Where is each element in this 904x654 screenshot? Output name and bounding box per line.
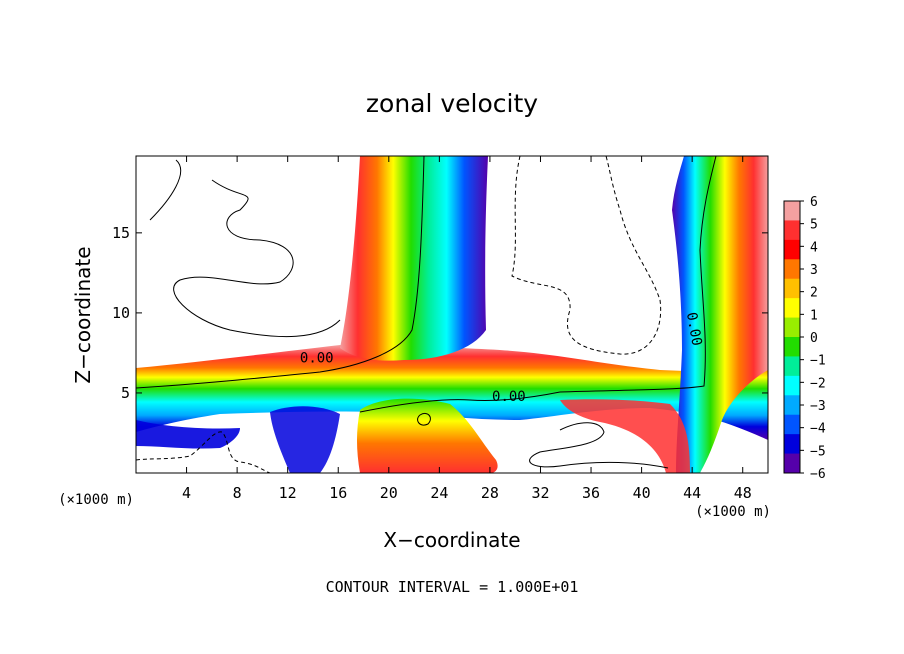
y-axis: 5 10 15	[112, 224, 768, 402]
colorbar-label: 4	[810, 240, 818, 255]
colorbar-label: 2	[810, 286, 818, 301]
contour-labels: 0.00 0.00 0.00	[300, 311, 705, 405]
colorbar-swatch	[784, 278, 800, 299]
contour-line-zero-2	[359, 156, 717, 413]
colorbar-swatch	[784, 453, 800, 474]
colorbar-swatch	[784, 201, 800, 221]
contour-lines-dashed	[136, 156, 662, 473]
colorbar-swatch	[784, 259, 800, 280]
contour-line-dashed-lower	[136, 431, 271, 473]
x-tick-label: 8	[233, 484, 242, 502]
x-tick-label: 24	[430, 484, 448, 502]
field-right-lower-blob	[560, 399, 690, 473]
colorbar-label: −1	[810, 354, 826, 369]
contour-lines	[136, 156, 717, 469]
field-lower-left-blob	[270, 406, 340, 473]
contour-line-dashed-top	[511, 156, 662, 355]
x-axis-label: X−coordinate	[383, 528, 520, 552]
contour-line-zero-1	[136, 156, 425, 389]
y-tick-label: 10	[112, 304, 130, 322]
x-tick-label: 44	[683, 484, 701, 502]
colorbar-label: 3	[810, 263, 818, 278]
colorbar-swatch	[784, 317, 800, 338]
colorbar-swatch	[784, 239, 800, 260]
contour-label: 0.00	[300, 351, 334, 367]
colorbar-swatch	[784, 298, 800, 319]
colorbar-swatch	[784, 375, 800, 396]
contour-label: 0.00	[683, 311, 705, 347]
y-units-label: (×1000 m)	[58, 492, 134, 508]
x-tick-label: 20	[380, 484, 398, 502]
colorbar-label: −4	[810, 422, 826, 437]
colorbar: 6 5 4 3 2 1 0 −1 −2 −3 −4 −5 −6	[783, 195, 826, 482]
colorbar-label: −3	[810, 399, 826, 414]
x-tick-label: 4	[182, 484, 191, 502]
x-tick-label: 16	[329, 484, 347, 502]
field-left-edge-band	[136, 420, 240, 449]
contour-label: 0.00	[492, 389, 526, 405]
y-axis-label: Z−coordinate	[71, 246, 95, 383]
field-right-column	[672, 156, 768, 473]
colorbar-swatch	[784, 356, 800, 377]
y-tick-label: 5	[121, 384, 130, 402]
x-units-label: (×1000 m)	[695, 504, 771, 520]
x-tick-label: 32	[531, 484, 549, 502]
colorbar-label: 6	[810, 195, 818, 210]
colorbar-swatch	[784, 337, 800, 357]
x-tick-label: 36	[582, 484, 600, 502]
field-lower-blob	[357, 398, 498, 473]
field-left-column	[340, 156, 488, 361]
plot-frame	[135, 155, 769, 474]
colorbar-label: 0	[810, 331, 818, 346]
chart-title: zonal velocity	[366, 89, 538, 118]
x-tick-label: 28	[481, 484, 499, 502]
x-tick-label: 12	[279, 484, 297, 502]
field-horizontal-band	[136, 345, 768, 440]
colorbar-label: −6	[810, 467, 826, 482]
field-shading	[136, 156, 768, 473]
contour-line-solid-small	[417, 412, 431, 426]
colorbar-label: −2	[810, 376, 826, 391]
colorbar-swatch	[784, 395, 800, 416]
colorbar-label: −5	[810, 444, 826, 459]
colorbar-label: 1	[810, 308, 818, 323]
contour-line-solid-top	[149, 159, 341, 337]
x-axis: 4 8 12 16 20 24 28 32 36 40 44 48	[182, 156, 752, 502]
colorbar-swatch	[784, 220, 800, 241]
contour-line-solid-lower	[529, 422, 669, 469]
colorbar-label: 5	[810, 218, 818, 233]
colorbar-swatch	[784, 414, 800, 435]
contour-interval-text: CONTOUR INTERVAL = 1.000E+01	[326, 578, 579, 596]
x-tick-label: 48	[734, 484, 752, 502]
x-tick-label: 40	[633, 484, 651, 502]
colorbar-swatch	[784, 434, 800, 455]
y-tick-label: 15	[112, 224, 130, 242]
